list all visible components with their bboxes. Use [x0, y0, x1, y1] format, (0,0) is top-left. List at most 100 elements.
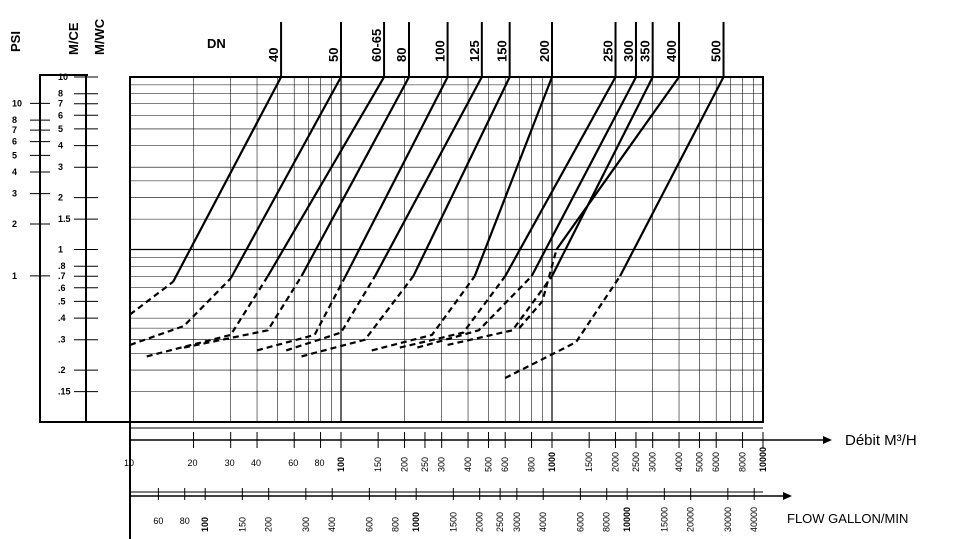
flow-m3h-tick-label: 1500 — [584, 452, 594, 472]
series-50-label: 50 — [326, 48, 341, 62]
series-250-label: 250 — [601, 40, 616, 62]
flow-gpm-tick-label: 200 — [264, 517, 274, 532]
series-350-solid — [551, 76, 654, 277]
flow-gpm-tick-label: 150 — [237, 517, 247, 532]
flow-m3h-tick-label: 250 — [420, 457, 430, 472]
series-40-label: 40 — [266, 48, 281, 62]
series-500-solid — [619, 76, 725, 277]
series-500-dashed — [504, 275, 621, 379]
flow-gpm-axis-arrow — [783, 492, 792, 500]
flow-gpm-tick-label: 800 — [391, 517, 401, 532]
series-350-label: 350 — [638, 40, 653, 62]
series-125-label: 125 — [467, 40, 482, 62]
mwc-axis-title: M/WC — [92, 18, 107, 55]
series-350-dashed — [447, 275, 553, 346]
mce-tick-label: 6 — [58, 110, 63, 120]
flow-m3h-tick-label: 10 — [124, 458, 134, 468]
flow-m3h-tick-label: 60 — [288, 458, 298, 468]
flow-gpm-tick-label: 3000 — [512, 512, 522, 532]
grid — [129, 76, 764, 423]
flow-m3h-axis-title: Débit M³/H — [845, 432, 917, 449]
flow-m3h-tick-label: 2500 — [631, 452, 641, 472]
axes — [30, 74, 832, 539]
mce-tick-label: 5 — [58, 124, 63, 134]
flow-gpm-tick-label: 4000 — [538, 512, 548, 532]
flow-m3h-tick-label: 800 — [527, 457, 537, 472]
flow-m3h-tick-label: 10000 — [758, 447, 768, 472]
series-50-solid — [229, 76, 342, 279]
series-40-solid — [172, 76, 283, 283]
mce-tick-label: 3 — [58, 162, 63, 172]
series-100-label: 100 — [433, 40, 448, 62]
flow-gpm-tick-label: 2000 — [475, 512, 485, 532]
mce-tick-label: .7 — [58, 271, 66, 281]
psi-tick-label: 5 — [12, 150, 17, 160]
series-60-65-dashed — [146, 275, 269, 358]
curves — [129, 22, 725, 379]
flow-gpm-tick-label: 300 — [301, 517, 311, 532]
labels: 40 50 60-65 80 100 125 150 200 250 300 350 400 50010… — [12, 29, 768, 532]
mce-tick-label: 7 — [58, 99, 63, 109]
series-300-solid — [530, 76, 637, 277]
series-300-dashed — [417, 275, 533, 349]
series-200-solid — [473, 76, 554, 277]
flow-gpm-tick-label: 2500 — [495, 512, 505, 532]
mce-axis-title: M/CE — [66, 22, 81, 55]
flow-m3h-tick-label: 3000 — [648, 452, 658, 472]
flow-m3h-tick-label: 4000 — [674, 452, 684, 472]
flow-gpm-tick-label: 40000 — [749, 507, 759, 532]
flow-gpm-tick-label: 80 — [180, 516, 190, 526]
mce-tick-label: 10 — [58, 72, 68, 82]
mce-tick-label: 1 — [58, 245, 63, 255]
flow-m3h-tick-label: 150 — [373, 457, 383, 472]
series-150-solid — [412, 76, 511, 277]
series-200-label: 200 — [537, 40, 552, 62]
flow-m3h-tick-label: 80 — [315, 458, 325, 468]
flow-m3h-tick-label: 400 — [463, 457, 473, 472]
series-400-solid — [555, 76, 680, 251]
flow-gpm-tick-label: 400 — [327, 517, 337, 532]
flow-m3h-tick-label: 100 — [336, 457, 346, 472]
flow-m3h-tick-label: 500 — [483, 457, 493, 472]
series-150-label: 150 — [495, 40, 510, 62]
psi-axis-title: PSI — [8, 31, 23, 52]
series-125-solid — [374, 76, 483, 277]
flow-gpm-tick-label: 100 — [200, 517, 210, 532]
mce-tick-label: .6 — [58, 283, 66, 293]
series-80-dashed — [183, 275, 303, 349]
series-500-label: 500 — [709, 40, 724, 62]
mce-tick-label: .2 — [58, 365, 66, 375]
flow-m3h-tick-label: 1000 — [547, 452, 557, 472]
flow-gpm-tick-label: 6000 — [575, 512, 585, 532]
flow-m3h-tick-label: 300 — [437, 457, 447, 472]
series-125-dashed — [285, 275, 376, 352]
mce-tick-label: .15 — [58, 387, 71, 397]
mce-tick-label: 2 — [58, 193, 63, 203]
psi-tick-label: 4 — [12, 167, 17, 177]
series-40-dashed — [129, 280, 174, 316]
flow-m3h-tick-label: 5000 — [694, 452, 704, 472]
mce-tick-label: 1.5 — [58, 214, 71, 224]
mce-tick-label: .4 — [58, 313, 66, 323]
psi-tick-label: 6 — [12, 137, 17, 147]
series-80-label: 80 — [394, 48, 409, 62]
flow-m3h-tick-label: 8000 — [738, 452, 748, 472]
flow-m3h-tick-label: 2000 — [611, 452, 621, 472]
psi-tick-label: 7 — [12, 125, 17, 135]
flow-m3h-tick-label: 20 — [188, 458, 198, 468]
flow-gpm-tick-label: 30000 — [723, 507, 733, 532]
series-100-dashed — [256, 275, 347, 352]
dn-label: DN — [207, 36, 226, 51]
flow-m3h-tick-label: 30 — [225, 458, 235, 468]
flow-m3h-tick-label: 600 — [500, 457, 510, 472]
flow-gpm-tick-label: 15000 — [659, 507, 669, 532]
mce-tick-label: 8 — [58, 89, 63, 99]
series-150-dashed — [301, 275, 415, 358]
series-80-solid — [300, 76, 410, 277]
mce-tick-label: 4 — [58, 141, 63, 151]
series-60-65-solid — [266, 76, 386, 277]
psi-tick-label: 3 — [12, 189, 17, 199]
flow-gpm-tick-label: 10000 — [622, 507, 632, 532]
series-400-label: 400 — [664, 40, 679, 62]
